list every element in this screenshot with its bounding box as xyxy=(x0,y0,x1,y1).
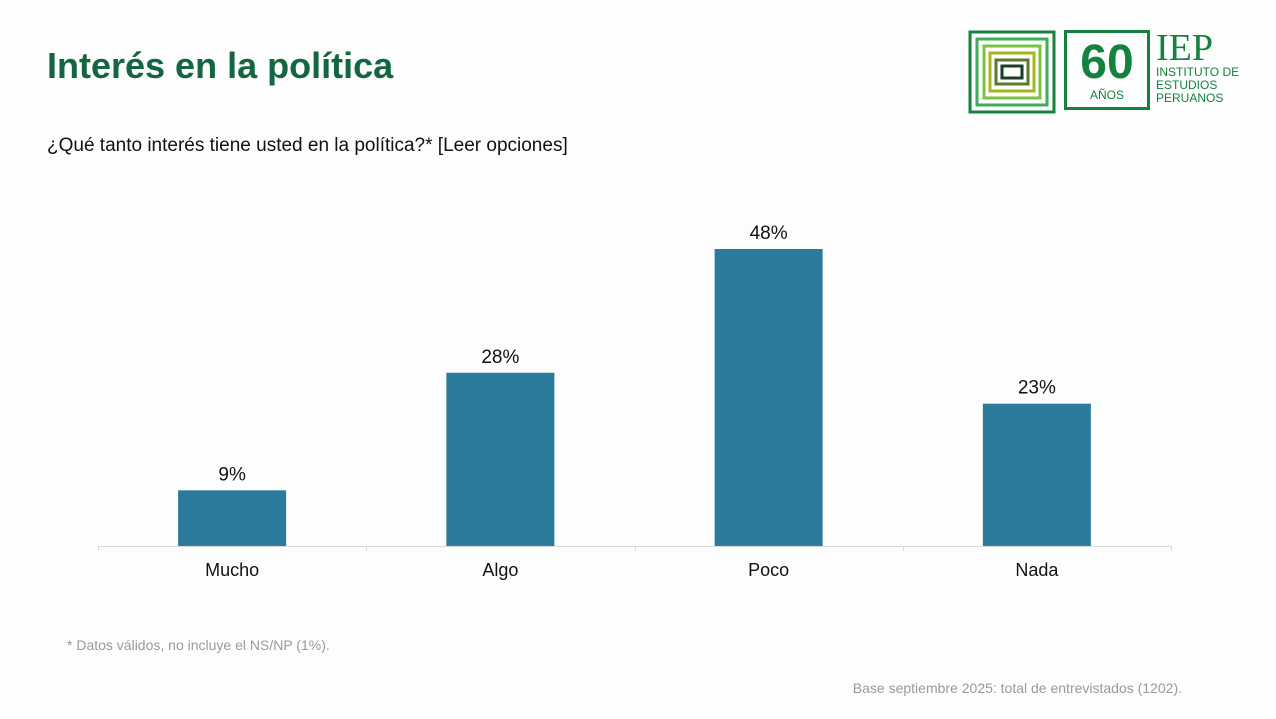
x-tick-label: Nada xyxy=(1015,560,1059,580)
logo-name-line: INSTITUTO DE xyxy=(1156,65,1240,79)
x-tick-label: Poco xyxy=(748,560,789,580)
page-title: Interés en la política xyxy=(47,45,394,86)
base-note: Base septiembre 2025: total de entrevist… xyxy=(852,680,1182,696)
logo-number: 60 xyxy=(1080,36,1134,89)
logo-name-line: PERUANOS xyxy=(1156,91,1224,105)
bar-mucho xyxy=(178,490,287,546)
logo-anniversary: 60 AÑOS xyxy=(1064,30,1150,110)
bar-nada xyxy=(982,403,1091,546)
x-tick-label: Algo xyxy=(482,560,518,580)
logo-acronym: IEP xyxy=(1156,27,1213,69)
logo-name-line: ESTUDIOS xyxy=(1156,78,1218,92)
iep-logo: 60 AÑOS IEP INSTITUTO DE ESTUDIOS PERUAN… xyxy=(968,27,1248,114)
bar-poco xyxy=(714,249,823,546)
data-label: 28% xyxy=(481,347,519,368)
x-tick-label: Mucho xyxy=(205,560,259,580)
footnote: * Datos válidos, no incluye el NS/NP (1%… xyxy=(67,637,330,653)
logo-years: AÑOS xyxy=(1089,88,1124,102)
data-label: 23% xyxy=(1018,378,1056,399)
logo-frame-icon xyxy=(968,30,1056,114)
bar-algo xyxy=(446,372,555,546)
data-label: 9% xyxy=(218,464,246,485)
data-label: 48% xyxy=(750,223,788,244)
logo-text: IEP INSTITUTO DE ESTUDIOS PERUANOS xyxy=(1156,27,1240,105)
question-text: ¿Qué tanto interés tiene usted en la pol… xyxy=(47,135,568,156)
